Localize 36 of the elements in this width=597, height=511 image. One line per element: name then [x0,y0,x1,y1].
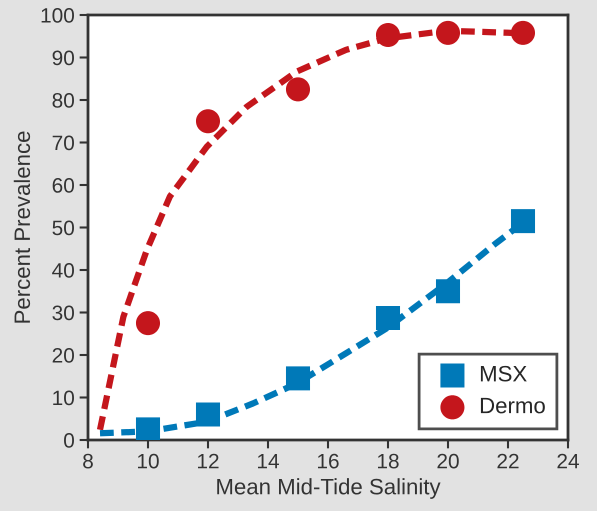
y-tick-label: 50 [52,220,74,236]
point [286,77,310,102]
x-tick-label: 20 [437,454,459,468]
y-tick-label: 90 [52,50,74,66]
point [436,20,460,45]
x-tick-label: 8 [83,454,93,468]
x-tick-label: 18 [378,454,399,468]
y-tick-label: 10 [53,390,74,406]
y-axis-title: Percent Prevalence [14,132,30,323]
point [136,417,160,440]
y-tick-label: 100 [42,8,74,23]
legend-label: MSX [480,366,527,382]
y-tick-label: 80 [52,93,74,108]
point [376,306,400,330]
point [196,402,220,427]
x-tick-label: 24 [557,454,579,468]
point [510,20,536,45]
y-tick-label: 70 [52,136,74,150]
y-tick-label: 20 [52,348,74,363]
point [196,109,220,134]
point [136,311,160,336]
y-tick-label: 0 [64,433,74,448]
y-tick-label: 30 [52,306,74,320]
point [376,22,400,48]
x-axis-title: Mean Mid-Tide Salinity [217,478,441,499]
x-tick-label: 22 [497,454,519,468]
x-tick-label: 14 [258,454,279,468]
y-tick-label: 60 [52,178,74,193]
x-tick-label: 16 [318,454,339,468]
x-tick-label: 12 [198,454,219,468]
legend-label: Dermo [480,398,545,414]
y-tick-label: 40 [52,263,74,278]
point [436,279,460,304]
point [510,209,536,234]
point [286,366,310,390]
x-tick-label: 10 [138,454,159,468]
